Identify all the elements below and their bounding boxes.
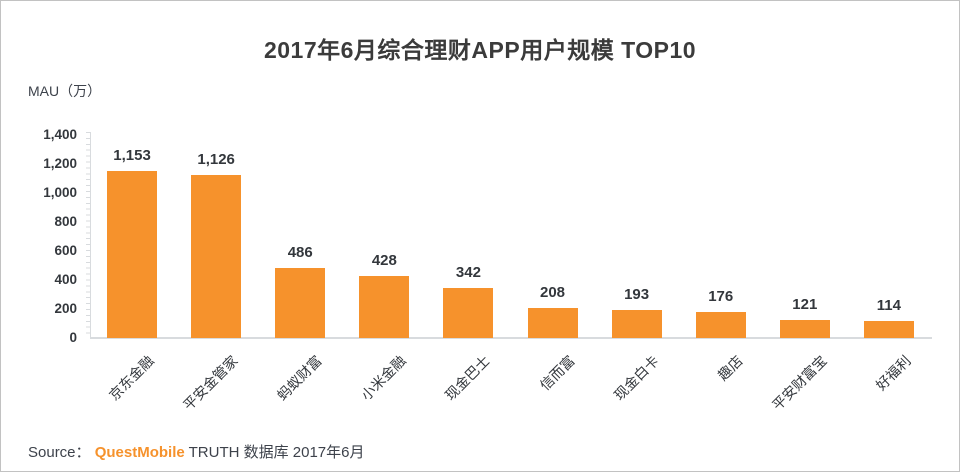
- x-axis-line: [90, 337, 932, 339]
- bar-slot: 193 现金白卡: [595, 135, 679, 403]
- y-tick-label: 400: [54, 272, 77, 287]
- bar: [779, 320, 830, 338]
- bar-category-label: 蚂蚁财富: [274, 352, 325, 404]
- bar-category-label: 现金白卡: [610, 352, 662, 404]
- bar-value-label: 121: [792, 296, 818, 313]
- y-axis-unit-label: MAU（万）: [28, 83, 102, 99]
- bar-slot: 121 平安财富宝: [763, 135, 847, 413]
- bar-category-label: 小米金融: [358, 352, 410, 404]
- bar-category-label: 信而富: [536, 352, 578, 394]
- bar: [611, 310, 662, 338]
- y-tick-label: 1,400: [43, 127, 77, 142]
- bar-value-label: 1,126: [197, 151, 235, 168]
- bar-category-label: 现金巴士: [442, 352, 494, 404]
- bars-area: 1,153 京东金融 1,126 平安金管家 486 蚂蚁财富 428 小米金融 342 现金巴士…: [90, 135, 931, 413]
- bar-category-label: 趣店: [714, 352, 746, 384]
- bar: [863, 321, 914, 338]
- bar-value-label: 428: [371, 252, 397, 269]
- chart-title: 2017年6月综合理财APP用户规模 TOP10: [263, 37, 697, 63]
- bar-slot: 428 小米金融: [342, 135, 426, 403]
- y-tick-label: 200: [54, 301, 77, 316]
- source-rest: TRUTH 数据库 2017年6月: [188, 444, 365, 461]
- bar-value-label: 342: [455, 264, 481, 281]
- bar: [527, 308, 578, 338]
- bar-slot: 176 趣店: [679, 135, 763, 384]
- y-tick-label: 800: [54, 214, 77, 229]
- bar-category-label: 平安财富宝: [768, 352, 830, 414]
- source-line: Source： QuestMobile TRUTH 数据库 2017年6月: [28, 441, 365, 462]
- bar-slot: 114 好福利: [847, 135, 931, 393]
- bar-category-label: 京东金融: [105, 352, 157, 404]
- bar-slot: 1,126 平安金管家: [174, 135, 258, 413]
- bar-slot: 342 现金巴士: [426, 135, 510, 403]
- bar-slot: 208 信而富: [510, 135, 594, 393]
- bar-value-label: 208: [540, 284, 566, 301]
- bar: [191, 175, 242, 338]
- y-tick-label: 1,000: [43, 185, 77, 200]
- bar: [359, 276, 410, 338]
- bar-value-label: 176: [708, 288, 734, 305]
- y-tick-label: 0: [69, 330, 77, 345]
- y-tick-label: 600: [54, 243, 77, 258]
- bar-value-label: 486: [287, 244, 313, 261]
- y-axis-line: [86, 132, 91, 338]
- bar-slot: 486 蚂蚁财富: [258, 135, 342, 403]
- bar: [107, 171, 158, 338]
- source-label: Source：: [28, 444, 91, 461]
- bar: [443, 288, 494, 338]
- bar-value-label: 114: [876, 297, 901, 314]
- bar-value-label: 193: [624, 286, 650, 303]
- bar: [275, 268, 326, 338]
- bar-category-label: 平安金管家: [180, 352, 241, 414]
- bar: [695, 312, 746, 338]
- y-tick-label: 1,200: [43, 156, 77, 171]
- bar-value-label: 1,153: [113, 147, 151, 164]
- bar-slot: 1,153 京东金融: [90, 135, 174, 403]
- bar-category-label: 好福利: [872, 352, 914, 394]
- brand-questmobile: QuestMobile: [94, 444, 185, 461]
